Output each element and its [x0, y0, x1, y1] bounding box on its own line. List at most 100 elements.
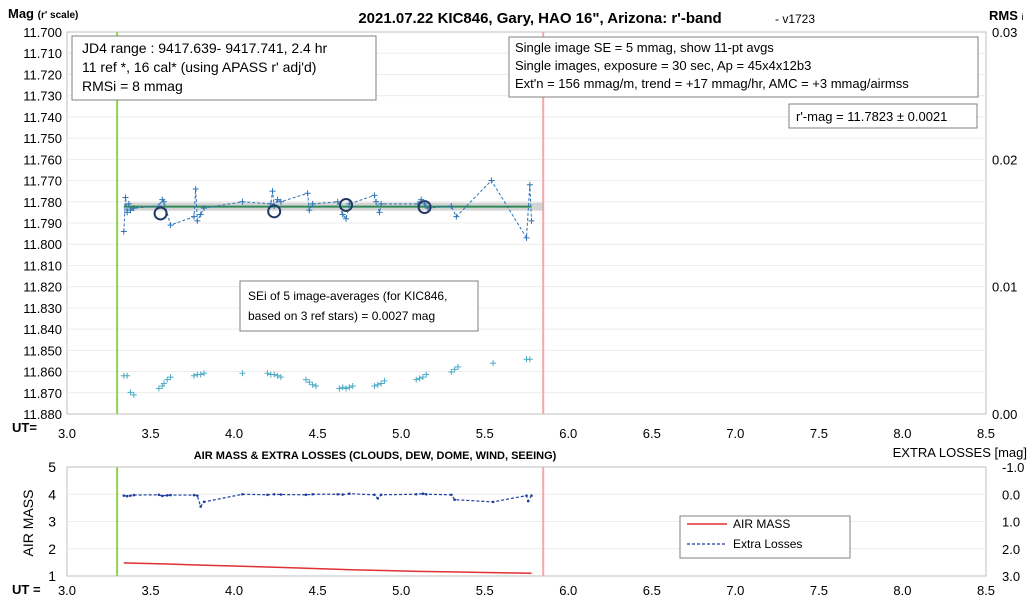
single-image-point [334, 198, 341, 205]
legend-airmass-label: AIR MASS [733, 517, 790, 531]
extra-losses-point [266, 493, 269, 497]
extra-losses-point [279, 493, 283, 496]
exposure-text: Single images, exposure = 30 sec, Ap = 4… [515, 58, 811, 73]
bottom-y2-axis-label: EXTRA LOSSES [mag] [893, 445, 1027, 460]
bottom-x-tick-label: 6.5 [643, 583, 661, 598]
rms-point [381, 377, 388, 384]
single-image-point [339, 211, 346, 218]
extra-losses-point [526, 499, 530, 503]
single-image-point [309, 200, 316, 207]
ref-stars-text: 11 ref *, 16 cal* (using APASS r' adj'd) [82, 59, 316, 75]
rms-point [374, 381, 381, 388]
top-y-tick-label: 11.700 [23, 25, 62, 40]
single-image-point [239, 198, 246, 205]
extra-losses-point [157, 493, 161, 497]
single-image-point [127, 207, 134, 214]
rms-point [201, 370, 208, 377]
bottom-x-tick-label: 4.0 [225, 583, 243, 598]
top-y-tick-label: 11.730 [23, 89, 62, 104]
bottom-y-tick-label: 4 [48, 486, 56, 502]
top-y-tick-label: 11.870 [23, 386, 62, 401]
rms-point [130, 391, 137, 398]
top-y2-tick-label: 0.01 [992, 280, 1017, 295]
rms-point [155, 385, 162, 392]
extra-losses-line [123, 493, 533, 508]
extra-losses-point [192, 493, 196, 497]
single-image-point [528, 217, 535, 224]
extra-losses-point [525, 494, 528, 497]
sei-text-line2: based on 3 ref stars) = 0.0027 mag [248, 309, 435, 323]
rms-point [336, 385, 343, 392]
jd-info-box: JD4 range : 9417.639- 9417.741, 2.4 hr 1… [71, 35, 377, 101]
rms-point [346, 384, 353, 391]
single-image-point [371, 192, 378, 199]
single-image-point [269, 188, 276, 195]
extra-losses-point [311, 492, 314, 496]
extra-losses-point [424, 492, 428, 496]
bottom-y2-tick-label: 1.0 [1002, 515, 1020, 530]
single-image-point [306, 207, 313, 214]
sei-box: SEi of 5 image-averages (for KIC846, bas… [239, 280, 479, 332]
top-y-tick-label: 11.770 [23, 174, 62, 189]
airmass-line [123, 562, 532, 575]
top-x-tick-label: 3.0 [58, 426, 76, 441]
extra-losses-point [125, 494, 129, 498]
legend-extra-losses-label: Extra Losses [733, 537, 802, 551]
rms-point [423, 371, 430, 378]
top-y-tick-label: 11.820 [23, 280, 62, 295]
top-y2-tick-label: 0.00 [992, 407, 1017, 422]
single-image-point [167, 222, 174, 229]
top-chart-title: 2021.07.22 KIC846, Gary, HAO 16", Arizon… [358, 10, 721, 27]
extinction-text: Ext'n = 156 mmag/m, trend = +17 mmag/hr,… [515, 76, 909, 91]
extra-losses-point [132, 493, 136, 497]
top-y-tick-label: 11.720 [23, 67, 62, 82]
bottom-y-tick-label: 1 [48, 568, 56, 584]
bottom-x-tick-label: 5.5 [476, 583, 494, 598]
top-y-tick-label: 11.760 [23, 152, 62, 167]
extra-losses-point [202, 500, 206, 504]
observation-info-box: Single image SE = 5 mmag, show 11-pt avg… [508, 36, 979, 98]
bottom-y2-tick-label: 3.0 [1002, 569, 1020, 584]
single-image-point [122, 194, 129, 201]
rms-point [413, 376, 420, 383]
bottom-x-tick-label: 6.0 [559, 583, 577, 598]
single-image-point [274, 196, 281, 203]
top-chart-version: - v1723 [775, 12, 815, 26]
result-mag-box: r'-mag = 11.7823 ± 0.0021 [788, 103, 978, 129]
top-y-axis-label-sub: (r' scale) [38, 10, 79, 21]
extra-losses-point [304, 493, 308, 497]
single-image-point [190, 213, 197, 220]
extra-losses-point [129, 494, 132, 497]
single-image-point [125, 200, 132, 207]
extra-losses-point [453, 498, 456, 502]
rms-point [378, 380, 385, 387]
top-x-tick-label: 7.5 [810, 426, 828, 441]
average-point [267, 204, 282, 219]
rms-point [127, 389, 134, 396]
single-image-point [488, 177, 495, 184]
top-x-axis-label: UT= [12, 420, 37, 435]
top-y-axis-label: Mag (r' scale) [8, 6, 78, 21]
rms-point [264, 370, 271, 377]
single-image-point [194, 217, 201, 224]
bottom-chart-title: AIR MASS & EXTRA LOSSES (CLOUDS, DEW, DO… [194, 450, 557, 462]
single-image-point [343, 215, 350, 222]
rms-point [490, 360, 497, 367]
extra-losses-point [379, 493, 383, 497]
rms-point [167, 374, 174, 381]
top-y-tick-label: 11.830 [23, 301, 62, 316]
top-y-tick-label: 11.740 [23, 110, 62, 125]
top-y-tick-label: 11.710 [23, 46, 62, 61]
rms-point [306, 379, 313, 386]
rms-point [312, 382, 319, 389]
single-image-point [448, 203, 455, 210]
top-y-tick-label: 11.860 [23, 365, 62, 380]
extra-losses-point [241, 492, 244, 496]
rms-point [302, 376, 309, 383]
top-y-tick-label: 11.750 [23, 131, 62, 146]
single-image-point [160, 198, 167, 205]
result-mag-text: r'-mag = 11.7823 ± 0.0021 [796, 109, 947, 124]
top-x-tick-label: 8.0 [893, 426, 911, 441]
bottom-y2-tick-label: 2.0 [1002, 542, 1020, 557]
